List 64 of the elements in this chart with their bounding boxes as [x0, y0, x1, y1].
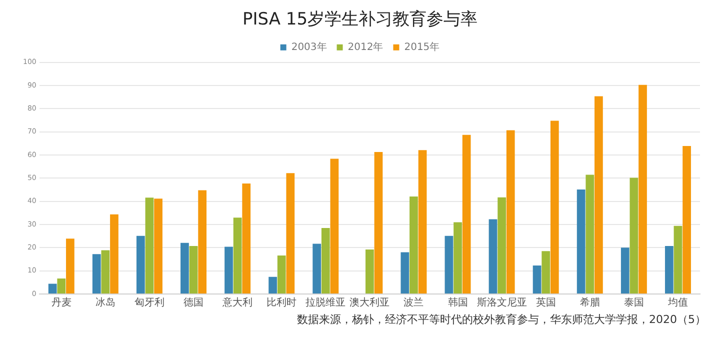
- source-note: 数据来源，杨钋，经济不平等时代的校外教育参与，华东师范大学学报，2020（5）: [296, 312, 707, 327]
- x-tick-label: 匈牙利: [134, 296, 164, 309]
- x-tick-label: 斯洛文尼亚: [476, 296, 527, 309]
- bar: [180, 242, 189, 294]
- legend-label: 2003年: [291, 40, 327, 53]
- bar: [620, 248, 630, 294]
- bar: [488, 219, 498, 294]
- bar: [586, 174, 594, 294]
- bar: [506, 130, 515, 294]
- bar: [92, 254, 101, 294]
- x-tick-label: 英国: [536, 296, 556, 309]
- x-tick-label: 泰国: [624, 298, 644, 309]
- bar: [154, 198, 162, 294]
- x-tick-label: 波兰: [404, 296, 424, 309]
- bar: [444, 236, 454, 294]
- bar: [674, 226, 682, 294]
- bar: [321, 228, 330, 294]
- bar: [136, 236, 145, 294]
- x-tick-label: 均值: [666, 296, 688, 309]
- bar: [145, 198, 154, 294]
- x-tick-label: 希腊: [580, 296, 600, 309]
- bar: [594, 96, 603, 294]
- bar: [682, 146, 691, 294]
- legend-label: 2015年: [404, 40, 440, 53]
- bar: [532, 266, 542, 294]
- x-tick-label: 比利时: [266, 296, 297, 309]
- x-tick-label: 德国: [184, 298, 204, 309]
- bar: [400, 252, 410, 294]
- bar: [374, 152, 383, 294]
- bar: [330, 158, 339, 294]
- bar: [462, 134, 471, 294]
- bar: [268, 276, 277, 294]
- x-tick-label: 韩国: [448, 296, 468, 309]
- bar: [57, 278, 66, 294]
- bar: [286, 173, 295, 294]
- bar: [189, 246, 198, 294]
- bar: [48, 284, 57, 294]
- bar: [101, 250, 110, 294]
- x-tick-label: 拉脱维亚: [306, 296, 346, 309]
- x-tick-label: 澳大利亚: [350, 296, 390, 309]
- bar: [454, 222, 462, 294]
- x-tick-label: 丹麦: [51, 296, 72, 309]
- legend-label: 2012年: [348, 40, 384, 53]
- bar: [242, 184, 251, 294]
- bar: [498, 197, 506, 294]
- bar: [233, 218, 242, 294]
- bar: [312, 244, 322, 294]
- x-tick-label: 意大利: [222, 296, 253, 309]
- x-tick-label: 冰岛: [95, 296, 116, 309]
- chart-title: PISA 15岁学生补习教育参与率: [242, 10, 478, 30]
- bar: [66, 238, 74, 294]
- bar: [638, 84, 647, 294]
- bar: [277, 256, 286, 294]
- bar: [576, 190, 586, 294]
- bar: [365, 250, 374, 294]
- bar: [542, 251, 550, 294]
- bar: [410, 196, 418, 294]
- bar: [198, 190, 207, 294]
- bar: [664, 246, 674, 294]
- bar: [550, 120, 559, 294]
- bar: [110, 214, 118, 294]
- bar: [630, 178, 638, 294]
- bar: [224, 246, 233, 294]
- bar: [418, 150, 427, 294]
